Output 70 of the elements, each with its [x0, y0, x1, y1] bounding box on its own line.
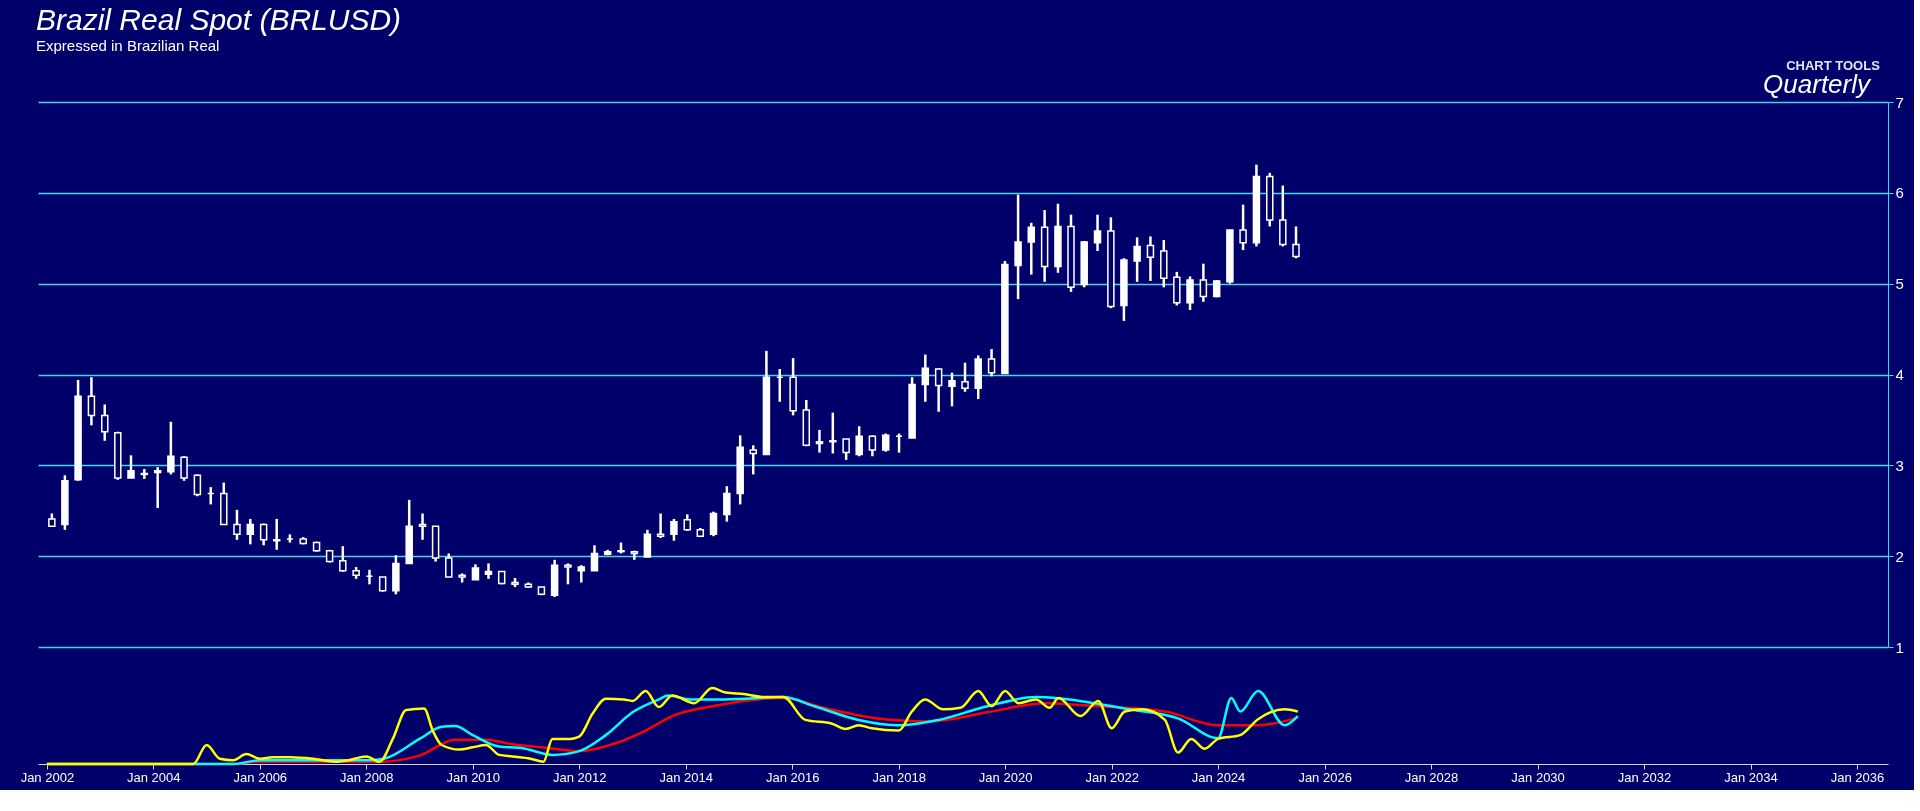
candlestick: [749, 444, 757, 476]
candlestick: [577, 564, 586, 584]
candlestick: [101, 403, 109, 443]
candlestick: [815, 428, 824, 454]
candlestick: [643, 528, 652, 559]
y-tick-label: 6: [1895, 184, 1904, 202]
candlestick: [246, 517, 255, 546]
x-tick-label: Jan 2012: [552, 769, 607, 785]
candlestick: [934, 366, 943, 413]
candlestick: [1239, 203, 1247, 252]
x-tick-label: Jan 2030: [1511, 769, 1565, 785]
x-tick-label: Jan 2022: [1085, 769, 1139, 785]
y-tick-label: 3: [1895, 456, 1904, 474]
candlestick: [1146, 235, 1155, 283]
x-tick-label: Jan 2032: [1617, 769, 1672, 785]
candlestick: [1292, 225, 1300, 260]
x-tick-label: Jan 2034: [1724, 769, 1778, 785]
candlestick: [233, 508, 241, 542]
candlestick: [180, 455, 188, 483]
candlestick: [829, 411, 837, 455]
candlestick: [948, 371, 956, 408]
candlestick: [868, 434, 877, 458]
candlestick: [723, 484, 731, 523]
x-tick-label: Jan 2026: [1298, 769, 1352, 785]
x-tick-label: Jan 2014: [659, 769, 714, 785]
x-tick-label: Jan 2008: [340, 769, 394, 785]
x-tick-label: Jan 2006: [233, 769, 288, 785]
candlestick: [87, 375, 96, 427]
candlestick: [1027, 221, 1036, 276]
x-tick-label: Jan 2010: [446, 769, 501, 785]
candlestick: [484, 562, 493, 581]
candlestick: [167, 420, 175, 476]
y-tick-label: 5: [1895, 275, 1904, 293]
candlestick: [339, 544, 347, 573]
y-tick-label: 1: [1895, 638, 1904, 656]
candlestick: [1133, 236, 1141, 284]
candlestick: [153, 465, 162, 510]
chart-subtitle: Expressed in Brazilian Real: [36, 37, 220, 54]
candlestick: [1014, 193, 1022, 301]
candlestick: [1199, 262, 1208, 304]
x-tick-label: Jan 2024: [1191, 769, 1246, 785]
candlestick: [1093, 213, 1102, 253]
x-tick-label: Jan 2016: [765, 769, 820, 785]
candlestick: [1186, 275, 1194, 312]
candlestick: [670, 517, 678, 542]
x-tick-label: Jan 2004: [127, 769, 181, 785]
candlestick: [709, 510, 718, 538]
y-tick-label: 4: [1895, 366, 1904, 383]
candlestick: [418, 512, 427, 542]
candlestick: [127, 454, 135, 480]
candlestick: [193, 473, 202, 498]
candlestick: [259, 522, 268, 547]
candlestick: [445, 552, 453, 579]
candlestick: [881, 432, 890, 453]
candlestick: [855, 425, 863, 458]
x-tick-label: Jan 2018: [872, 769, 926, 785]
chart-title: Brazil Real Spot (BRLUSD): [36, 3, 402, 36]
candlestick: [590, 544, 599, 572]
y-tick-label: 2: [1895, 547, 1904, 565]
x-tick-label: Jan 2028: [1404, 769, 1459, 785]
x-tick-label: Jan 2036: [1830, 769, 1885, 785]
candlestick: [564, 562, 572, 586]
candlestick: [987, 347, 996, 378]
candlestick: [961, 361, 969, 394]
x-tick-label: Jan 2020: [978, 769, 1033, 785]
candlestick: [656, 512, 665, 540]
candlestick: [842, 437, 850, 462]
x-tick-label: Jan 2002: [20, 769, 75, 785]
y-tick-label: 7: [1895, 93, 1904, 111]
candlestick: [921, 353, 930, 403]
